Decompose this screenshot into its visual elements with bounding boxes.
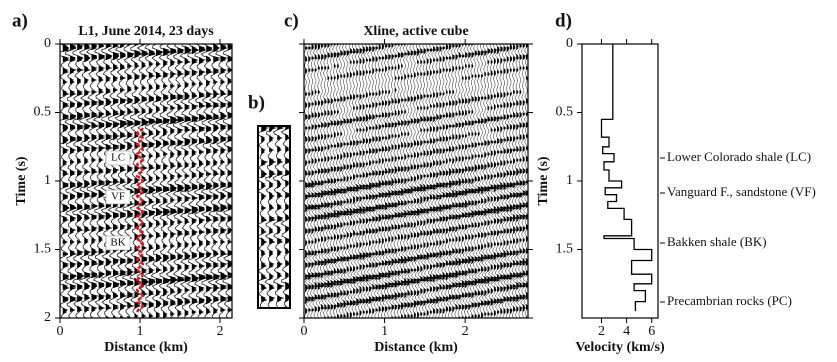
velocity-log [602, 44, 652, 311]
trace-fill [278, 125, 282, 301]
x-tick-label: 2 [217, 324, 224, 339]
trace-fill [157, 51, 163, 317]
panel-label: a) [12, 10, 28, 31]
annotation: Vanguard F., sandstone (VF) [667, 184, 816, 199]
y-axis-label: Time (s) [14, 156, 29, 205]
panel-label: c) [284, 10, 299, 31]
annotation: Bakken shale (BK) [667, 234, 767, 249]
trace-fill [64, 45, 69, 313]
x-tick-label: 4 [623, 324, 630, 339]
wiggle-traces [58, 43, 234, 319]
y-axis-label: Time (s) [536, 156, 551, 205]
x-tick-label: 6 [648, 324, 655, 339]
y-tick-label: 0.5 [34, 105, 52, 120]
trace-fill [171, 49, 177, 315]
annotation: LC [111, 152, 125, 164]
trace-fill [262, 127, 266, 301]
x-tick-label: 0 [57, 324, 64, 339]
x-axis-label: Distance (km) [374, 340, 458, 355]
trace-fill [85, 45, 90, 311]
x-axis-label: Velocity (km/s) [575, 340, 665, 355]
panel-label: d) [555, 10, 572, 31]
x-axis-label: Distance (km) [104, 340, 188, 355]
trace-fill [214, 45, 219, 313]
x-tick-label: 2 [598, 324, 605, 339]
wiggle-traces [257, 125, 290, 309]
x-tick-label: 1 [381, 324, 388, 339]
trace-fill [523, 43, 526, 311]
annotation: VF [111, 191, 125, 203]
x-tick-label: 0 [301, 324, 308, 339]
y-tick-label: 0.5 [556, 105, 574, 120]
trace-fill [450, 45, 453, 311]
trace-fill [221, 45, 226, 311]
y-tick-label: 0 [44, 36, 51, 51]
trace-fill [485, 51, 488, 315]
annotation: Precambrian rocks (PC) [667, 293, 792, 308]
panel-title: L1, June 2014, 23 days [78, 24, 214, 39]
y-tick-label: 1 [44, 173, 51, 188]
x-tick-label: 2 [462, 324, 469, 339]
y-tick-label: 0 [566, 36, 573, 51]
y-tick-label: 1 [566, 173, 573, 188]
panel-title: Xline, active cube [363, 24, 468, 39]
trace-fill [315, 45, 318, 311]
y-tick-label: 1.5 [556, 242, 574, 257]
x-tick-label: 1 [137, 324, 144, 339]
panel-label: b) [248, 92, 265, 113]
annotation: BK [110, 237, 125, 249]
annotation: Lower Colorado shale (LC) [667, 149, 811, 164]
y-tick-label: 1.5 [34, 242, 52, 257]
trace-fill [92, 43, 97, 311]
trace-fill [164, 49, 170, 317]
trace-fill [270, 125, 274, 301]
y-tick-label: 2 [44, 310, 51, 325]
wiggle-traces [302, 43, 529, 319]
trace-fill [228, 45, 233, 311]
figure: a)L1, June 2014, 23 days01200.511.52Dist… [0, 0, 837, 362]
